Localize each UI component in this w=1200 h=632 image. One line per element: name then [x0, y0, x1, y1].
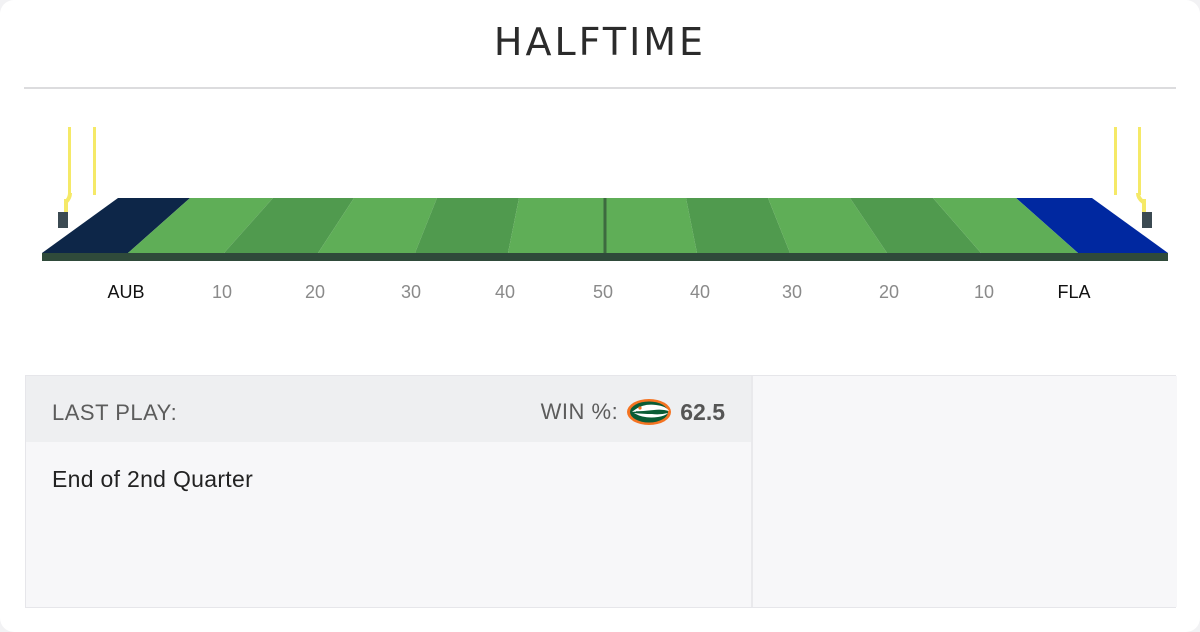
turf-stripe [768, 198, 887, 253]
header-divider [24, 87, 1176, 89]
turf-stripe [686, 198, 790, 253]
yard-marker: 40 [689, 282, 711, 302]
turf-stripe [128, 198, 273, 253]
goalpost-left [58, 127, 96, 228]
yard-marker: 20 [304, 282, 326, 302]
last-play-section: LAST PLAY: WIN %: 62.5 End of 2nd Quarte… [26, 376, 751, 607]
game-status-title: HALFTIME [493, 20, 707, 64]
endzone-fla [1016, 198, 1168, 253]
turf-stripe [224, 198, 354, 253]
turf-stripe [850, 198, 981, 253]
goalpost-right [1114, 127, 1152, 228]
last-play-panel: LAST PLAY: WIN %: 62.5 End of 2nd Quarte… [25, 375, 1177, 608]
yard-marker: 50 [592, 282, 614, 302]
yard-marker: 10 [211, 282, 233, 302]
win-probability: WIN %: 62.5 [541, 396, 725, 428]
turf-stripe [415, 198, 519, 253]
last-play-description: End of 2nd Quarter [52, 466, 254, 492]
turf-stripe [605, 198, 697, 253]
gator-logo-icon [627, 399, 672, 425]
yard-marker: 10 [973, 282, 995, 302]
turf-stripe [933, 198, 1078, 253]
yard-marker: 20 [878, 282, 900, 302]
field-base-line [42, 253, 1168, 261]
turf-stripe [318, 198, 437, 253]
turf-stripe [508, 198, 605, 253]
last-play-header: LAST PLAY: WIN %: 62.5 [26, 376, 751, 442]
win-percent-label: WIN %: [540, 399, 619, 424]
yard-labels: AUB 10 20 30 40 50 40 30 20 10 FLA [0, 282, 1200, 308]
team-label-aub: AUB [107, 282, 145, 302]
yard-marker: 30 [781, 282, 803, 302]
football-field [42, 127, 1168, 261]
win-percent-value: 62.5 [680, 398, 725, 425]
yard-marker: 30 [400, 282, 422, 302]
team-label-fla: FLA [1057, 282, 1091, 302]
last-play-label: LAST PLAY: [52, 400, 178, 425]
side-panel-empty [751, 376, 1177, 607]
endzone-aub [42, 198, 190, 253]
yard-marker: 40 [494, 282, 516, 302]
